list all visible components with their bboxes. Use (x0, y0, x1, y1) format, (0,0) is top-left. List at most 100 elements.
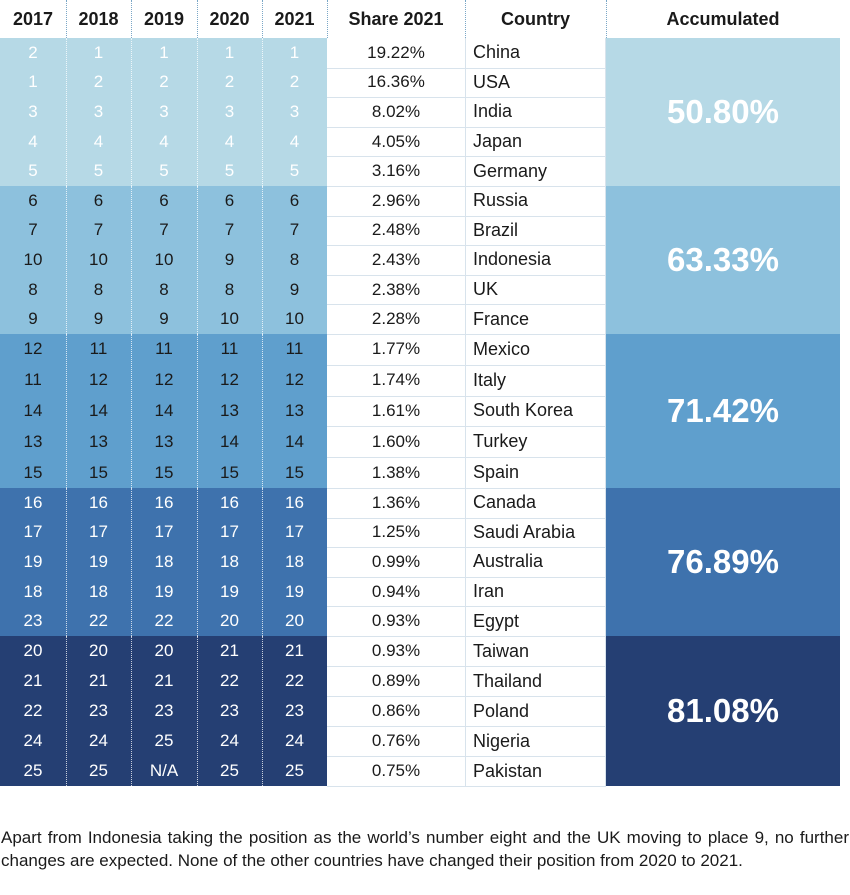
rank-cell-y2017: 14 (23, 400, 43, 420)
rank-column-divider (262, 38, 263, 186)
rank-cell-y2017: 2 (28, 42, 38, 62)
rank-column-divider (262, 334, 263, 488)
row-divider (327, 547, 606, 549)
rank-cell-y2018: 20 (89, 641, 108, 660)
row-divider (327, 97, 606, 99)
country-cell: India (473, 101, 513, 122)
header-divider (66, 0, 67, 38)
header-divider (465, 0, 466, 38)
rank-cell-y2020: 22 (220, 671, 239, 690)
rank-column-divider (262, 488, 263, 636)
rank-block-bg (0, 186, 327, 334)
rank-cell-y2021: 22 (285, 671, 304, 690)
country-cell: Nigeria (473, 730, 531, 751)
rank-cell-y2019: 15 (154, 462, 174, 482)
rank-cell-y2017: 15 (23, 462, 43, 482)
rank-cell-y2019: 6 (159, 190, 169, 210)
rank-cell-y2018: 22 (89, 611, 108, 631)
rank-column-divider (262, 636, 263, 786)
share-cell: 0.75% (371, 761, 421, 780)
country-cell: Italy (473, 369, 507, 390)
rank-cell-y2021: 7 (289, 220, 300, 240)
rank-cell-y2017: 13 (23, 431, 43, 451)
rank-cell-y2021: 18 (285, 551, 304, 571)
share-cell: 2.96% (371, 190, 421, 210)
rank-cell-y2019: 16 (154, 492, 174, 512)
rank-cell-y2017: 10 (23, 249, 43, 269)
row-divider (327, 517, 606, 519)
header-divider (197, 0, 198, 38)
column-header-share: Share 2021 (348, 8, 444, 29)
rank-cell-y2019: N/A (149, 761, 179, 780)
row-divider (327, 426, 606, 428)
rank-cell-y2017: 20 (23, 641, 43, 660)
rank-cell-y2018: 7 (93, 220, 104, 240)
row-divider (327, 215, 606, 217)
share-cell: 2.28% (371, 309, 421, 329)
rank-cell-y2019: 10 (154, 249, 174, 269)
share-cell: 0.76% (371, 731, 421, 750)
rank-cell-y2017: 3 (28, 101, 38, 121)
country-cell: Mexico (473, 338, 531, 359)
rank-cell-y2020: 17 (220, 522, 239, 542)
rank-cell-y2018: 15 (89, 462, 108, 482)
rank-column-divider (131, 636, 132, 786)
footnote: Apart from Indonesia taking the position… (1, 828, 849, 870)
share-cell: 2.48% (371, 220, 421, 240)
share-cell: 0.93% (371, 611, 421, 631)
share-cell: 1.74% (371, 370, 421, 390)
share-country-divider (465, 38, 466, 786)
rank-cell-y2020: 1 (224, 42, 235, 62)
row-divider (327, 457, 606, 459)
row-divider (327, 186, 606, 187)
rank-cell-y2020: 3 (224, 101, 235, 121)
header-divider (131, 0, 132, 38)
rank-cell-y2020: 11 (220, 339, 239, 359)
rank-cell-y2020: 16 (220, 492, 239, 512)
rank-cell-y2020: 5 (224, 161, 235, 181)
rank-cell-y2017: 7 (28, 220, 38, 240)
share-cell: 1.25% (371, 522, 421, 542)
country-cell: France (473, 308, 530, 329)
rank-cell-y2018: 5 (93, 161, 104, 181)
rank-cell-y2019: 7 (159, 220, 169, 240)
rank-cell-y2019: 22 (154, 611, 174, 631)
row-divider (327, 636, 606, 637)
row-divider (327, 274, 606, 276)
rank-column-divider (197, 334, 198, 488)
rank-cell-y2017: 6 (28, 190, 38, 210)
share-cell: 2.43% (371, 249, 421, 269)
country-cell: Russia (473, 190, 529, 211)
row-divider (327, 395, 606, 397)
share-cell: 1.77% (371, 339, 421, 359)
rank-cell-y2021: 14 (285, 431, 304, 451)
rank-cell-y2020: 23 (220, 701, 239, 720)
rank-cell-y2020: 24 (220, 731, 239, 750)
share-cell: 0.94% (371, 581, 421, 601)
share-cell: 0.89% (371, 671, 421, 690)
rank-cell-y2017: 23 (23, 611, 43, 631)
share-cell: 19.22% (367, 42, 425, 62)
row-divider (327, 488, 606, 489)
country-cell: Australia (473, 551, 544, 572)
rank-cell-y2018: 13 (89, 431, 108, 451)
share-cell: 0.99% (371, 551, 421, 571)
rank-cell-y2017: 17 (23, 522, 43, 542)
rank-cell-y2017: 16 (23, 492, 43, 512)
share-cell: 4.05% (371, 131, 421, 151)
rank-cell-y2019: 12 (154, 370, 174, 390)
rank-cell-y2018: 9 (93, 309, 104, 329)
rank-cell-y2017: 25 (23, 761, 43, 780)
row-divider (327, 126, 606, 128)
rank-column-divider (197, 488, 198, 636)
rank-cell-y2021: 16 (285, 492, 304, 512)
rank-block-bg (0, 488, 327, 636)
rank-cell-y2021: 3 (289, 101, 300, 121)
rank-cell-y2020: 25 (220, 761, 239, 780)
share-cell: 1.38% (371, 462, 421, 482)
row-divider (327, 364, 606, 366)
rank-column-divider (66, 636, 67, 786)
rank-cell-y2018: 12 (89, 370, 108, 390)
rank-cell-y2019: 19 (154, 581, 174, 601)
rank-column-divider (131, 38, 132, 186)
